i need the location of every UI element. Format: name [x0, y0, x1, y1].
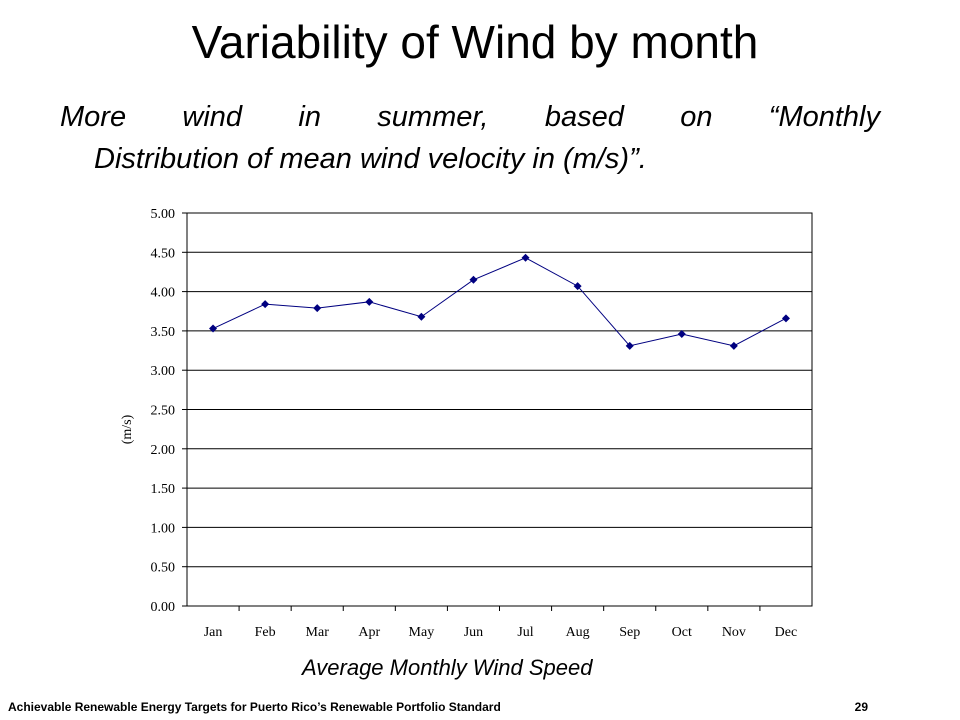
footer: Achievable Renewable Energy Targets for …: [8, 699, 868, 715]
x-tick-label: Feb: [255, 625, 276, 640]
x-axis-ticks: Jan Feb Mar Apr May Jun Jul Aug Sep Oct Nov Dec: [204, 606, 798, 640]
x-tick-label: Apr: [358, 625, 380, 640]
slide-title: Variability of Wind by month: [191, 16, 759, 68]
x-tick-label: Mar: [306, 625, 330, 640]
data-point-apr: [365, 297, 374, 306]
y-tick-label: 3.00: [151, 364, 176, 379]
y-axis-ticks: 0.00 0.50 1.00 1.50 2.00 2.50 3.00 3.50 4.00 4.50…: [151, 207, 187, 615]
x-tick-label: Sep: [619, 625, 640, 640]
y-tick-label: 4.50: [151, 246, 176, 261]
subtitle: More wind in summer, based on “Monthly D…: [60, 96, 880, 180]
data-point-dec: [781, 314, 790, 323]
y-tick-label: 2.50: [151, 404, 176, 419]
x-tick-label: Nov: [722, 625, 746, 640]
data-point-nov: [729, 341, 738, 350]
series-wind-speed: [209, 253, 790, 350]
footer-text: Achievable Renewable Energy Targets for …: [8, 700, 501, 714]
chart-caption: Average Monthly Wind Speed: [302, 655, 593, 680]
x-tick-label: Oct: [672, 625, 692, 640]
y-tick-label: 1.00: [151, 521, 176, 536]
wind-speed-chart: 0.00 0.50 1.00 1.50 2.00 2.50 3.00 3.50 4.00 4.50…: [120, 207, 813, 640]
x-tick-label: Dec: [775, 625, 798, 640]
subtitle-line-2: Distribution of mean wind velocity in (m…: [94, 143, 647, 175]
data-point-jun: [469, 275, 478, 284]
data-point-feb: [261, 300, 270, 309]
gridlines: [187, 251, 812, 568]
data-point-jul: [521, 253, 530, 262]
x-tick-label: Jun: [464, 625, 483, 640]
x-tick-label: May: [409, 625, 435, 640]
series-line: [212, 257, 787, 347]
data-point-sep: [625, 341, 634, 350]
y-tick-label: 1.50: [151, 482, 176, 497]
data-point-oct: [677, 330, 686, 339]
page-number: 29: [854, 700, 868, 714]
x-tick-label: Aug: [566, 625, 590, 640]
data-point-jan: [209, 324, 218, 333]
y-tick-label: 2.00: [151, 443, 176, 458]
x-tick-label: Jul: [517, 625, 533, 640]
x-tick-label: Jan: [204, 625, 223, 640]
data-point-may: [417, 312, 426, 321]
data-point-mar: [313, 304, 322, 313]
y-tick-label: 0.50: [151, 561, 176, 576]
y-tick-label: 5.00: [151, 207, 176, 222]
subtitle-line-1: More wind in summer, based on “Monthly: [60, 101, 880, 133]
y-tick-label: 4.00: [151, 286, 176, 301]
data-point-aug: [573, 282, 582, 291]
y-tick-label: 3.50: [151, 325, 176, 340]
y-tick-label: 0.00: [151, 600, 176, 615]
y-axis-title: (m/s): [120, 414, 135, 444]
